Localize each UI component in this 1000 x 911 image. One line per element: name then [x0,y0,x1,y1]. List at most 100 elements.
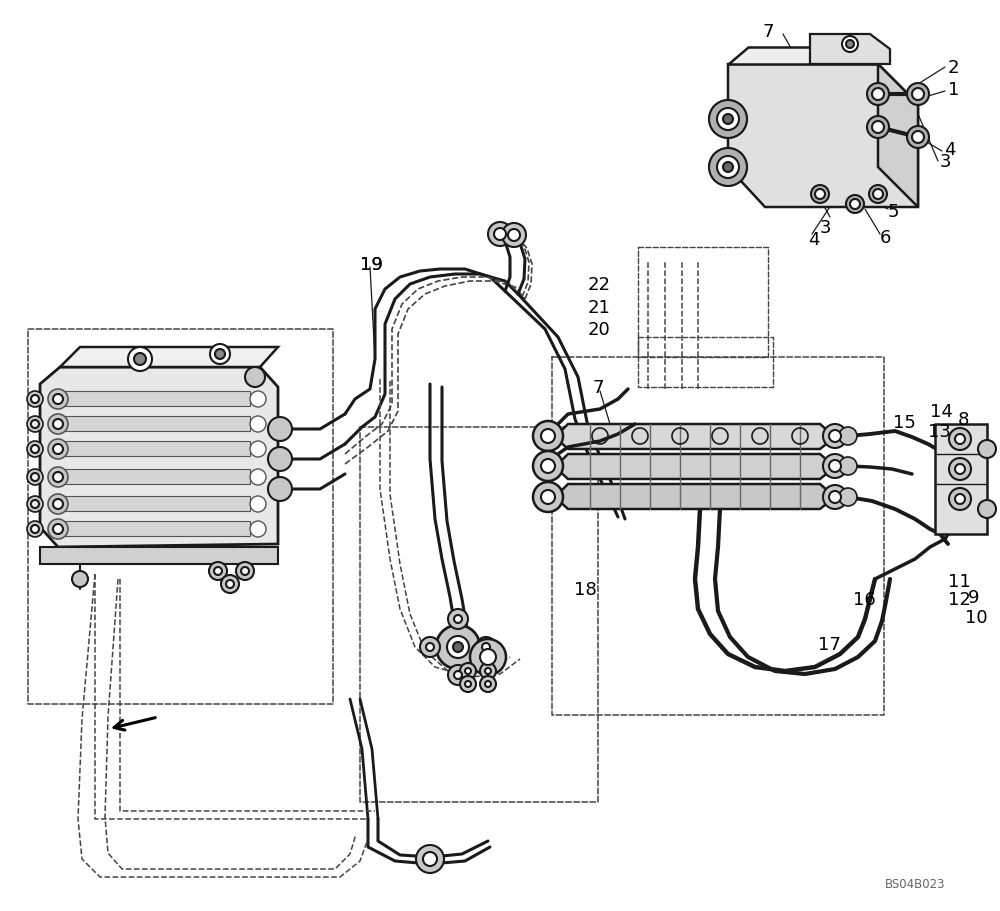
Polygon shape [555,425,835,449]
Circle shape [436,625,480,670]
Circle shape [53,499,63,509]
Circle shape [955,465,965,475]
Text: 6: 6 [880,229,891,247]
Polygon shape [555,485,835,509]
Circle shape [823,425,847,448]
Circle shape [214,568,222,576]
Circle shape [907,84,929,106]
Circle shape [209,562,227,580]
Polygon shape [728,65,918,208]
Circle shape [134,353,146,365]
Text: 11: 11 [948,572,971,590]
Text: 3: 3 [940,153,951,171]
Text: 5: 5 [888,203,899,220]
Circle shape [709,101,747,138]
Bar [65,496,250,511]
Circle shape [839,457,857,476]
Bar [65,392,250,406]
Circle shape [447,636,469,659]
Polygon shape [40,368,278,548]
Circle shape [541,429,555,444]
Circle shape [454,671,462,680]
Circle shape [460,676,476,692]
Circle shape [31,395,39,404]
Circle shape [250,521,266,537]
Circle shape [717,109,739,131]
Circle shape [873,189,883,200]
Circle shape [268,447,292,472]
Circle shape [502,224,526,248]
Circle shape [480,650,496,665]
Polygon shape [60,348,278,368]
Circle shape [494,229,506,241]
Circle shape [823,455,847,478]
Circle shape [210,344,230,364]
Text: 3: 3 [820,219,831,237]
Circle shape [48,495,68,515]
Circle shape [482,643,490,651]
Circle shape [465,669,471,674]
Circle shape [53,445,63,455]
Polygon shape [40,548,278,565]
Circle shape [949,458,971,480]
Circle shape [955,495,965,505]
Circle shape [541,459,555,474]
Polygon shape [555,455,835,479]
Circle shape [48,415,68,435]
Circle shape [236,562,254,580]
Circle shape [533,452,563,482]
Circle shape [31,421,39,428]
Circle shape [53,420,63,429]
Text: BS04B023: BS04B023 [885,877,945,890]
Text: 7: 7 [593,379,604,396]
Circle shape [839,488,857,507]
Circle shape [27,442,43,457]
Circle shape [454,615,462,623]
Circle shape [829,460,841,473]
Circle shape [31,500,39,508]
Circle shape [485,669,491,674]
Text: 17: 17 [818,635,841,653]
Circle shape [815,189,825,200]
Circle shape [423,852,437,866]
Circle shape [221,576,239,593]
Circle shape [31,445,39,454]
Text: 4: 4 [808,230,819,249]
Circle shape [53,394,63,404]
Circle shape [31,526,39,534]
Circle shape [27,521,43,537]
Circle shape [872,89,884,101]
Circle shape [27,392,43,407]
Circle shape [839,427,857,445]
Circle shape [48,439,68,459]
Circle shape [485,681,491,687]
Circle shape [460,663,476,680]
Circle shape [448,665,468,685]
Circle shape [128,348,152,372]
Circle shape [867,84,889,106]
Circle shape [723,163,733,173]
Circle shape [416,845,444,873]
Circle shape [842,37,858,53]
Bar [65,469,250,485]
Circle shape [823,486,847,509]
Text: 7: 7 [762,23,774,41]
Circle shape [480,663,496,680]
Text: 1: 1 [948,81,959,99]
Text: 4: 4 [944,141,955,159]
Bar [65,442,250,456]
Text: 10: 10 [965,609,988,627]
Circle shape [27,496,43,512]
Circle shape [955,435,965,445]
Circle shape [426,643,434,651]
Text: 9: 9 [968,589,979,607]
Circle shape [250,442,266,457]
Circle shape [907,127,929,148]
Circle shape [31,474,39,482]
Circle shape [245,368,265,387]
Circle shape [250,416,266,433]
Circle shape [53,473,63,483]
Bar [935,425,987,535]
Circle shape [215,350,225,360]
Circle shape [723,115,733,125]
